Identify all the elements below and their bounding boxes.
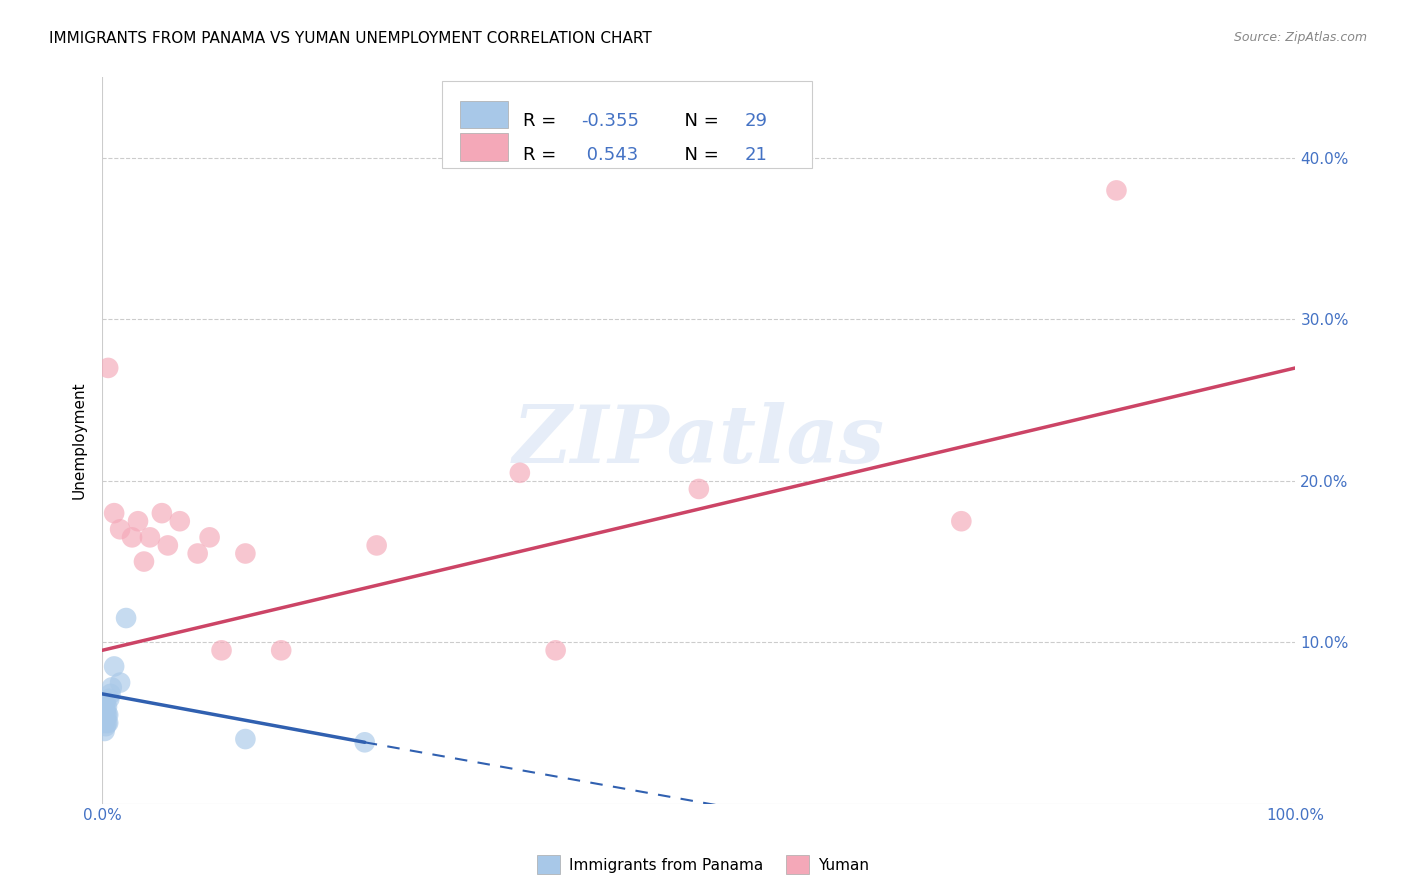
Point: [93, 703, 115, 717]
Point: [97, 707, 120, 722]
Point: [544, 643, 567, 657]
Point: [93, 703, 115, 717]
Text: IMMIGRANTS FROM PANAMA VS YUMAN UNEMPLOYMENT CORRELATION CHART: IMMIGRANTS FROM PANAMA VS YUMAN UNEMPLOY…: [49, 31, 652, 46]
Text: R =: R =: [523, 112, 562, 130]
Point: [139, 530, 162, 544]
Point: [94, 713, 117, 727]
Point: [115, 611, 138, 625]
Point: [509, 466, 531, 480]
Text: N =: N =: [672, 146, 724, 164]
Point: [198, 530, 221, 544]
Point: [132, 555, 155, 569]
Point: [93, 713, 115, 727]
Point: [353, 735, 375, 749]
Point: [94, 719, 117, 733]
Point: [108, 675, 131, 690]
Point: [169, 514, 191, 528]
Text: 0.543: 0.543: [581, 146, 638, 164]
Point: [156, 538, 179, 552]
Y-axis label: Unemployment: Unemployment: [72, 382, 86, 500]
Point: [97, 360, 120, 375]
Point: [150, 506, 173, 520]
Point: [688, 482, 710, 496]
Text: N =: N =: [672, 112, 724, 130]
Point: [96, 699, 118, 714]
Point: [108, 522, 131, 536]
FancyBboxPatch shape: [460, 134, 508, 161]
Text: R =: R =: [523, 146, 562, 164]
Point: [93, 699, 115, 714]
Point: [94, 695, 117, 709]
Point: [187, 547, 209, 561]
Point: [96, 707, 118, 722]
Point: [121, 530, 143, 544]
Point: [103, 506, 125, 520]
Point: [100, 687, 122, 701]
Legend: Immigrants from Panama, Yuman: Immigrants from Panama, Yuman: [530, 849, 876, 880]
Point: [98, 691, 121, 706]
Point: [211, 643, 233, 657]
Text: Source: ZipAtlas.com: Source: ZipAtlas.com: [1233, 31, 1367, 45]
Point: [93, 715, 115, 730]
Point: [93, 711, 115, 725]
Point: [366, 538, 388, 552]
Point: [950, 514, 973, 528]
FancyBboxPatch shape: [460, 101, 508, 128]
Text: 21: 21: [744, 146, 768, 164]
Point: [93, 707, 115, 722]
Text: 29: 29: [744, 112, 768, 130]
Point: [270, 643, 292, 657]
Point: [94, 703, 117, 717]
Point: [93, 706, 115, 721]
FancyBboxPatch shape: [443, 81, 813, 169]
Point: [235, 732, 257, 747]
Point: [127, 514, 149, 528]
Point: [100, 681, 122, 695]
Point: [93, 697, 115, 711]
Point: [94, 707, 117, 722]
Point: [235, 547, 257, 561]
Point: [1105, 183, 1128, 197]
Text: -0.355: -0.355: [581, 112, 638, 130]
Text: ZIPatlas: ZIPatlas: [513, 401, 884, 479]
Point: [93, 715, 115, 730]
Point: [103, 659, 125, 673]
Point: [96, 715, 118, 730]
Point: [93, 724, 115, 739]
Point: [97, 715, 120, 730]
